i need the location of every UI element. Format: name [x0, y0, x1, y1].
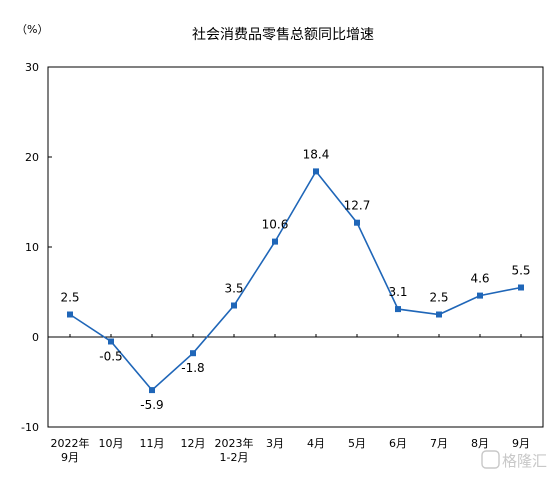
x-tick-label: 7月: [430, 437, 448, 450]
data-label: 12.7: [344, 199, 371, 213]
plot-area: [47, 66, 544, 428]
data-point: [354, 219, 360, 226]
chart-title: 社会消费品零售总额同比增速: [192, 27, 374, 43]
glh-logo-icon: [481, 450, 500, 469]
x-tick-label: 11月: [140, 437, 165, 450]
x-tick-label: 12月: [181, 437, 206, 450]
data-point: [67, 311, 73, 318]
data-label: -0.5: [99, 350, 122, 364]
y-tick-label: 20: [25, 151, 39, 164]
data-label: 18.4: [303, 147, 330, 161]
data-label: 2.5: [60, 291, 79, 305]
x-tick-label: 2022年: [51, 436, 90, 450]
data-label: 10.6: [262, 218, 289, 232]
data-label: 3.1: [388, 285, 407, 299]
x-tick-label: 2023年: [215, 436, 254, 450]
data-point: [518, 284, 524, 291]
data-point: [149, 387, 155, 394]
x-tick-label: 8月: [471, 437, 489, 450]
y-axis: -10 0 10 20 30: [21, 61, 52, 434]
watermark-text: 格隆汇: [502, 452, 547, 470]
y-axis-unit: （%）: [16, 23, 48, 36]
data-point: [231, 302, 237, 309]
y-tick-label: 10: [25, 241, 39, 254]
data-point: [313, 168, 319, 175]
y-tick-label: 30: [25, 61, 39, 74]
x-tick-label: 9月: [512, 437, 530, 450]
data-label: -1.8: [181, 361, 204, 375]
data-label: -5.9: [140, 398, 163, 412]
data-point: [436, 311, 442, 318]
x-tick-label: 4月: [307, 437, 325, 450]
x-tick-label: 3月: [266, 437, 284, 450]
x-tick-label: 9月: [61, 451, 79, 464]
y-tick-label: 0: [32, 331, 39, 344]
data-point: [272, 238, 278, 245]
watermark: 格隆汇: [481, 450, 547, 470]
series-line: [69, 169, 522, 392]
data-point: [395, 306, 401, 313]
x-tick-label: 10月: [99, 437, 124, 450]
data-label: 3.5: [224, 282, 243, 296]
data-point: [190, 350, 196, 357]
data-point: [108, 338, 114, 345]
x-tick-label: 6月: [389, 437, 407, 450]
data-label: 5.5: [511, 264, 530, 278]
x-tick-label: 1-2月: [220, 451, 249, 464]
data-label: 4.6: [470, 272, 489, 286]
data-points: [67, 168, 524, 394]
data-labels: 2.5 -0.5 -5.9 -1.8 3.5 10.6 18.4 12.7 3.1 2.5 4.6 5…: [60, 147, 530, 412]
y-tick-label: -10: [21, 421, 39, 434]
data-point: [477, 292, 483, 299]
x-tick-label: 5月: [348, 437, 366, 450]
data-label: 2.5: [429, 291, 448, 305]
